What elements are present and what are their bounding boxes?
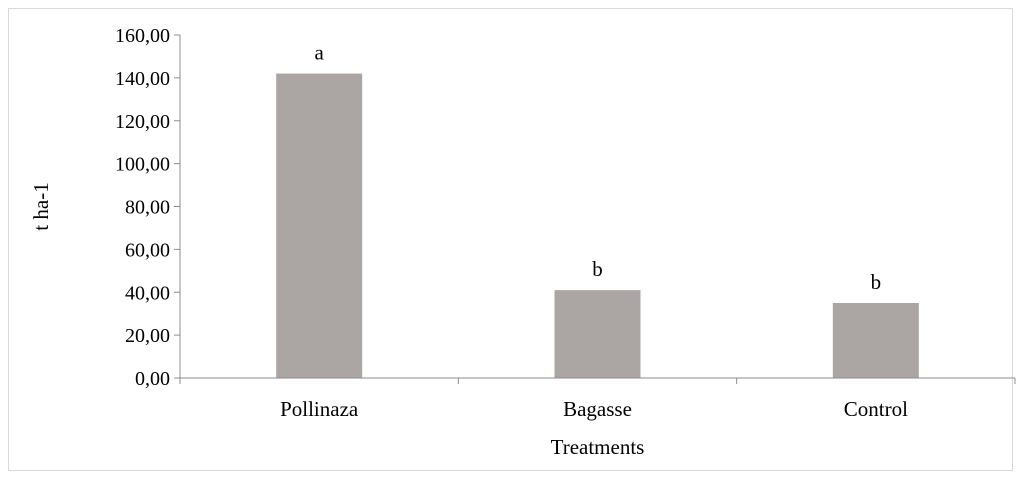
bars bbox=[276, 73, 919, 379]
x-category-label: Bagasse bbox=[563, 397, 632, 421]
y-tick-label: 40,00 bbox=[125, 282, 170, 304]
x-axis-ticks: Pollinaza Bagasse Control bbox=[179, 378, 1016, 421]
significance-letters: a b b bbox=[315, 41, 882, 294]
x-category-label: Control bbox=[844, 397, 908, 421]
x-axis-title: Treatments bbox=[551, 435, 645, 459]
y-tick-label: 0,00 bbox=[135, 368, 170, 390]
y-tick-label: 60,00 bbox=[125, 239, 170, 261]
y-tick-label: 20,00 bbox=[125, 325, 170, 347]
chart-frame bbox=[8, 8, 1013, 471]
bar bbox=[832, 302, 919, 378]
y-tick-label: 160,00 bbox=[115, 25, 170, 47]
y-tick-label: 80,00 bbox=[125, 197, 170, 219]
bar bbox=[554, 290, 641, 378]
x-category-label: Pollinaza bbox=[280, 397, 359, 421]
bar bbox=[276, 73, 363, 379]
y-axis-title: t ha-1 bbox=[29, 182, 53, 230]
y-tick-label: 140,00 bbox=[115, 68, 170, 90]
significance-letter: b bbox=[592, 257, 603, 281]
y-tick-label: 120,00 bbox=[115, 111, 170, 133]
y-tick-label: 100,00 bbox=[115, 154, 170, 176]
significance-letter: a bbox=[315, 41, 325, 65]
significance-letter: b bbox=[871, 270, 882, 294]
y-axis-ticks: 0,00 20,00 40,00 60,00 80,00 100,00 120,00 140,… bbox=[115, 25, 180, 390]
